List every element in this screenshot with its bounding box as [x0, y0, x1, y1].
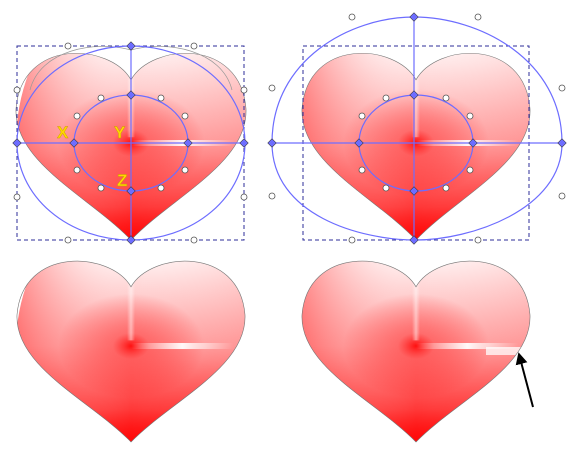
gradient-node[interactable] [267, 138, 277, 148]
transform-handle[interactable] [348, 236, 356, 244]
transform-handle[interactable] [190, 42, 198, 50]
transform-handle[interactable] [97, 184, 105, 192]
transform-handle[interactable] [466, 112, 474, 120]
gradient-node[interactable] [354, 138, 364, 148]
transform-handle[interactable] [190, 236, 198, 244]
transform-handle[interactable] [442, 94, 450, 102]
transform-handle[interactable] [558, 192, 566, 200]
gradient-node[interactable] [239, 138, 249, 148]
transform-handle[interactable] [73, 166, 81, 174]
transform-handle[interactable] [268, 84, 276, 92]
gradient-node[interactable] [409, 235, 419, 245]
transform-handle[interactable] [181, 166, 189, 174]
transform-handle[interactable] [181, 112, 189, 120]
transform-handle[interactable] [64, 42, 72, 50]
transform-handle[interactable] [474, 13, 482, 21]
transform-handle[interactable] [240, 193, 248, 201]
transform-handle[interactable] [442, 184, 450, 192]
gradient-node[interactable] [126, 186, 136, 196]
transform-handle[interactable] [240, 86, 248, 94]
gradient-node[interactable] [12, 138, 22, 148]
handle-label-x: X [57, 123, 69, 142]
transform-handle[interactable] [382, 184, 390, 192]
transform-handle[interactable] [348, 13, 356, 21]
heart-panel-bottom-right [301, 260, 531, 443]
transform-handle[interactable] [157, 94, 165, 102]
transform-handle[interactable] [157, 184, 165, 192]
heart-shape [301, 261, 531, 442]
transform-handle[interactable] [64, 236, 72, 244]
gradient-node[interactable] [557, 138, 567, 148]
handle-label-y: Y [114, 123, 126, 142]
gradient-node[interactable] [126, 90, 136, 100]
gradient-node[interactable] [409, 90, 419, 100]
transform-handle[interactable] [558, 84, 566, 92]
transform-handle[interactable] [474, 236, 482, 244]
gradient-node[interactable] [126, 235, 136, 245]
transform-handle[interactable] [13, 193, 21, 201]
handle-label-z: Z [117, 171, 127, 190]
gradient-node[interactable] [409, 12, 419, 22]
pointer-arrow [515, 352, 534, 408]
gradient-node[interactable] [126, 41, 136, 51]
transform-handle[interactable] [382, 94, 390, 102]
transform-handle[interactable] [268, 192, 276, 200]
transform-handle[interactable] [13, 86, 21, 94]
gradient-node[interactable] [183, 138, 193, 148]
gradient-node[interactable] [468, 138, 478, 148]
transform-handle[interactable] [358, 112, 366, 120]
gradient-node[interactable] [69, 138, 79, 148]
transform-handle[interactable] [358, 166, 366, 174]
gradient-node[interactable] [409, 186, 419, 196]
transform-handle[interactable] [97, 94, 105, 102]
transform-handle[interactable] [73, 112, 81, 120]
transform-handle[interactable] [466, 166, 474, 174]
